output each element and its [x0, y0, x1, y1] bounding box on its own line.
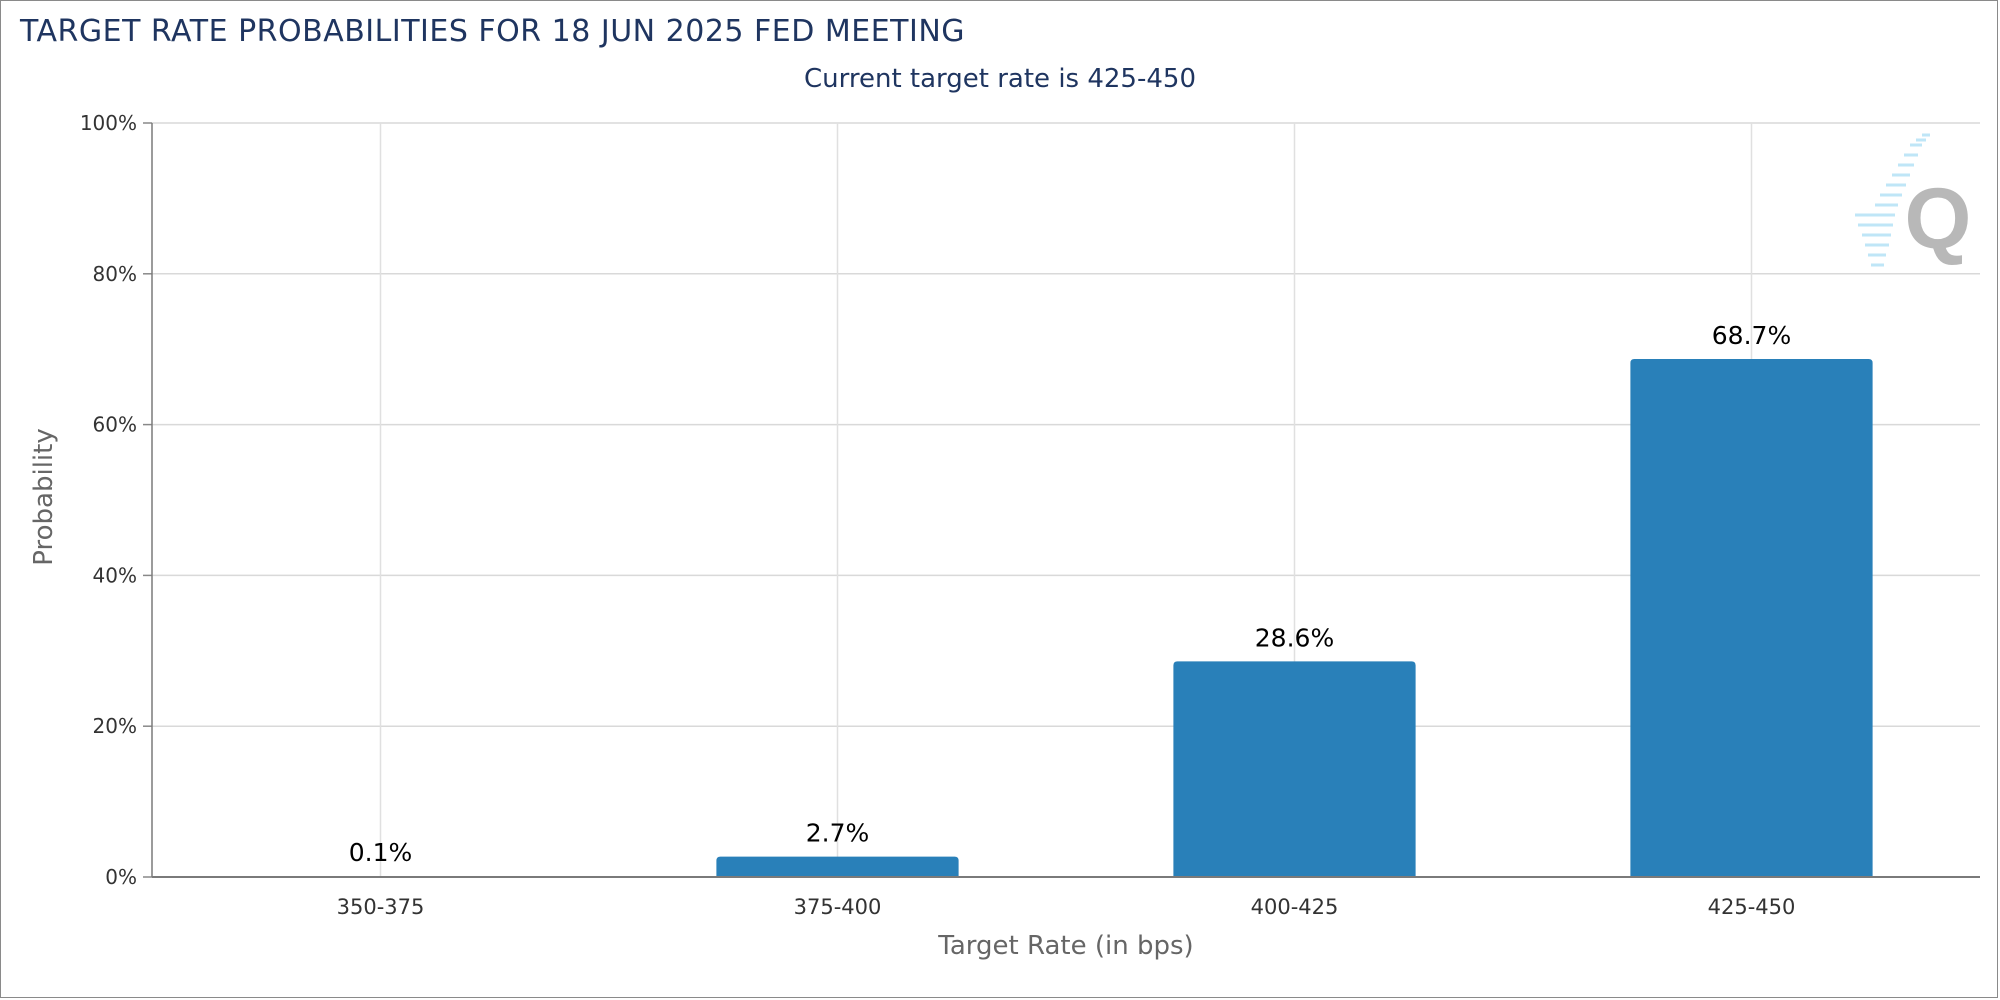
bar-400-425[interactable]: [1173, 661, 1416, 877]
x-tick-label: 425-450: [1708, 895, 1796, 919]
bar-375-400[interactable]: [716, 856, 959, 877]
axes: 0% 20% 40% 60% 80% 100% 350-375 375-400 400-425 4…: [80, 111, 1980, 919]
y-tick-label: 20%: [93, 714, 137, 738]
y-tick-label: 40%: [93, 563, 137, 587]
x-tick-label: 350-375: [337, 895, 425, 919]
bar-425-450[interactable]: [1630, 359, 1873, 877]
data-labels: 0.1% 2.7% 28.6% 68.7%: [349, 321, 1791, 867]
data-label: 2.7%: [806, 819, 870, 848]
svg-text:Q: Q: [1905, 171, 1972, 267]
x-tick-label: 400-425: [1251, 895, 1339, 919]
bars: [259, 359, 1873, 877]
data-label: 0.1%: [349, 838, 413, 867]
y-tick-label: 100%: [80, 111, 137, 135]
y-tick-label: 60%: [93, 413, 137, 437]
chart-subtitle: Current target rate is 425-450: [804, 64, 1196, 94]
q-logo-icon: Q: [1855, 133, 1972, 267]
y-tick-label: 80%: [93, 262, 137, 286]
data-label: 68.7%: [1712, 321, 1791, 350]
y-tick-label: 0%: [105, 865, 137, 889]
x-tick-label: 375-400: [794, 895, 882, 919]
chart-title: TARGET RATE PROBABILITIES FOR 18 JUN 202…: [20, 14, 966, 49]
x-axis-title: Target Rate (in bps): [937, 931, 1193, 961]
y-axis-title: Probability: [29, 428, 59, 565]
data-label: 28.6%: [1255, 623, 1334, 652]
